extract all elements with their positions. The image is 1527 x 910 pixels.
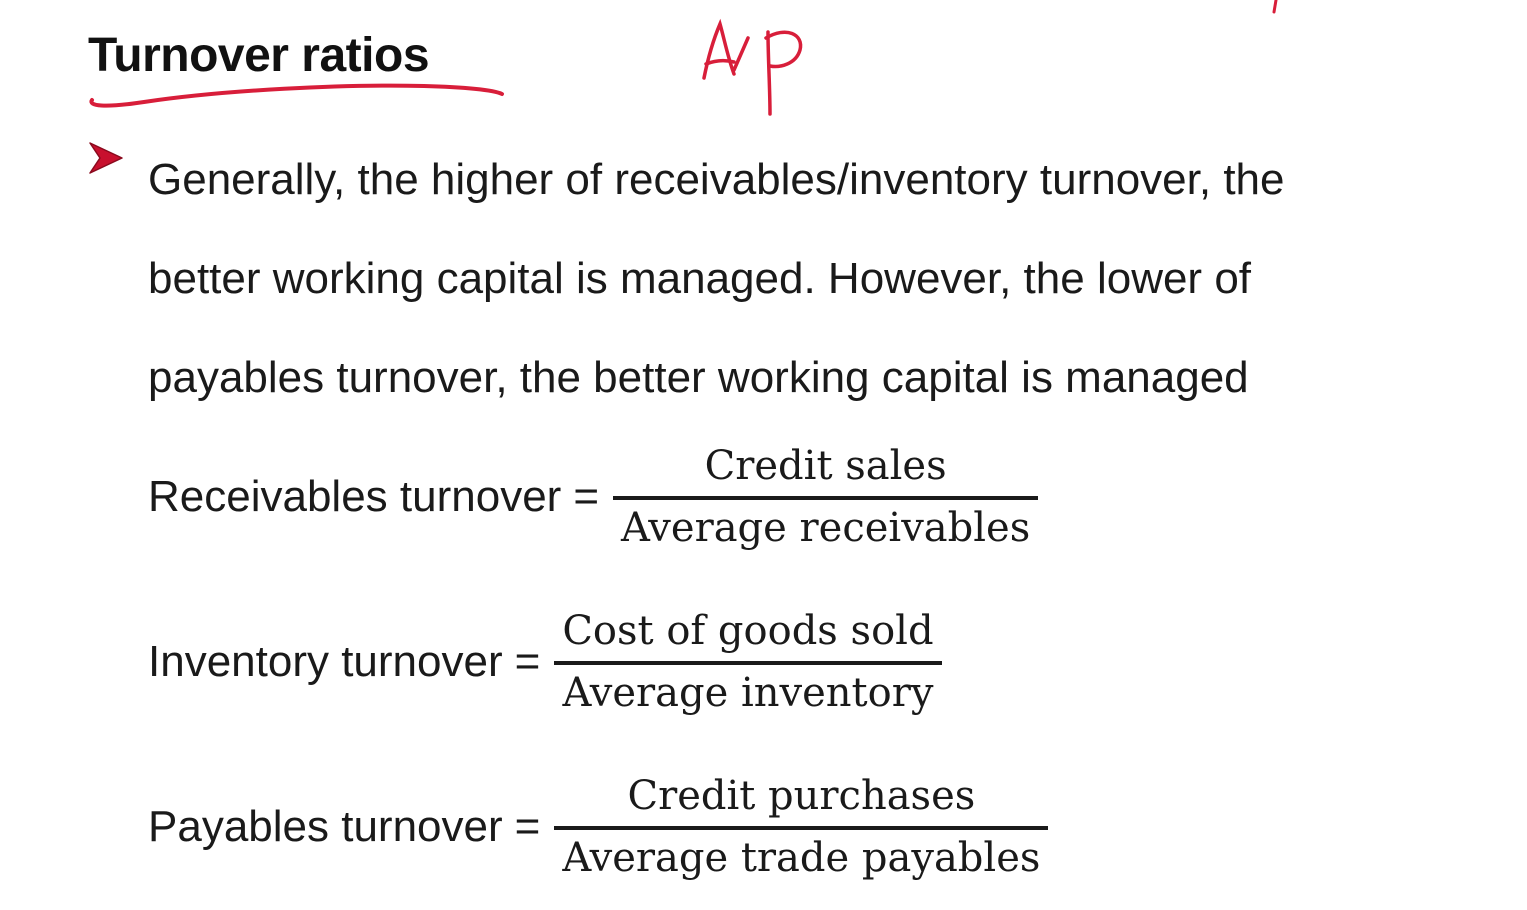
formula-inventory-turnover: Inventory turnover = Cost of goods sold … [148,605,942,719]
formula-fraction: Credit purchases Average trade payables [554,770,1049,884]
formula-label: Receivables turnover [148,472,562,521]
equals-sign: = [514,637,541,686]
slide-title: Turnover ratios [88,29,430,82]
formula-numerator: Credit purchases [627,773,976,819]
bullet-line: better working capital is managed. Howev… [148,254,1252,303]
formula-denominator: Average inventory [562,670,934,716]
formula-fraction: Cost of goods sold Average inventory [554,605,942,719]
arrowhead-bullet-icon [89,142,123,174]
fraction-bar [613,496,1039,500]
bullet-paragraph: Generally, the higher of receivables/inv… [148,130,1488,427]
formula-numerator: Credit sales [704,443,947,489]
formula-label: Payables turnover [148,802,503,851]
formula-fraction: Credit sales Average receivables [613,440,1039,554]
formula-label: Inventory turnover [148,637,503,686]
ink-underline-annotation [89,83,504,108]
ink-handwritten-ap-annotation [702,18,803,116]
bullet-line: Generally, the higher of receivables/inv… [148,155,1285,204]
formula-denominator: Average trade payables [562,835,1041,881]
formula-denominator: Average receivables [621,505,1031,551]
fraction-bar [554,826,1049,830]
fraction-bar [554,661,942,665]
bullet-line: payables turnover, the better working ca… [148,353,1249,402]
equals-sign: = [573,472,600,521]
formula-payables-turnover: Payables turnover = Credit purchases Ave… [148,770,1049,884]
equals-sign: = [514,802,541,851]
formula-receivables-turnover: Receivables turnover = Credit sales Aver… [148,440,1039,554]
ink-stroke-mark [1272,0,1278,14]
formula-numerator: Cost of goods sold [562,608,934,654]
